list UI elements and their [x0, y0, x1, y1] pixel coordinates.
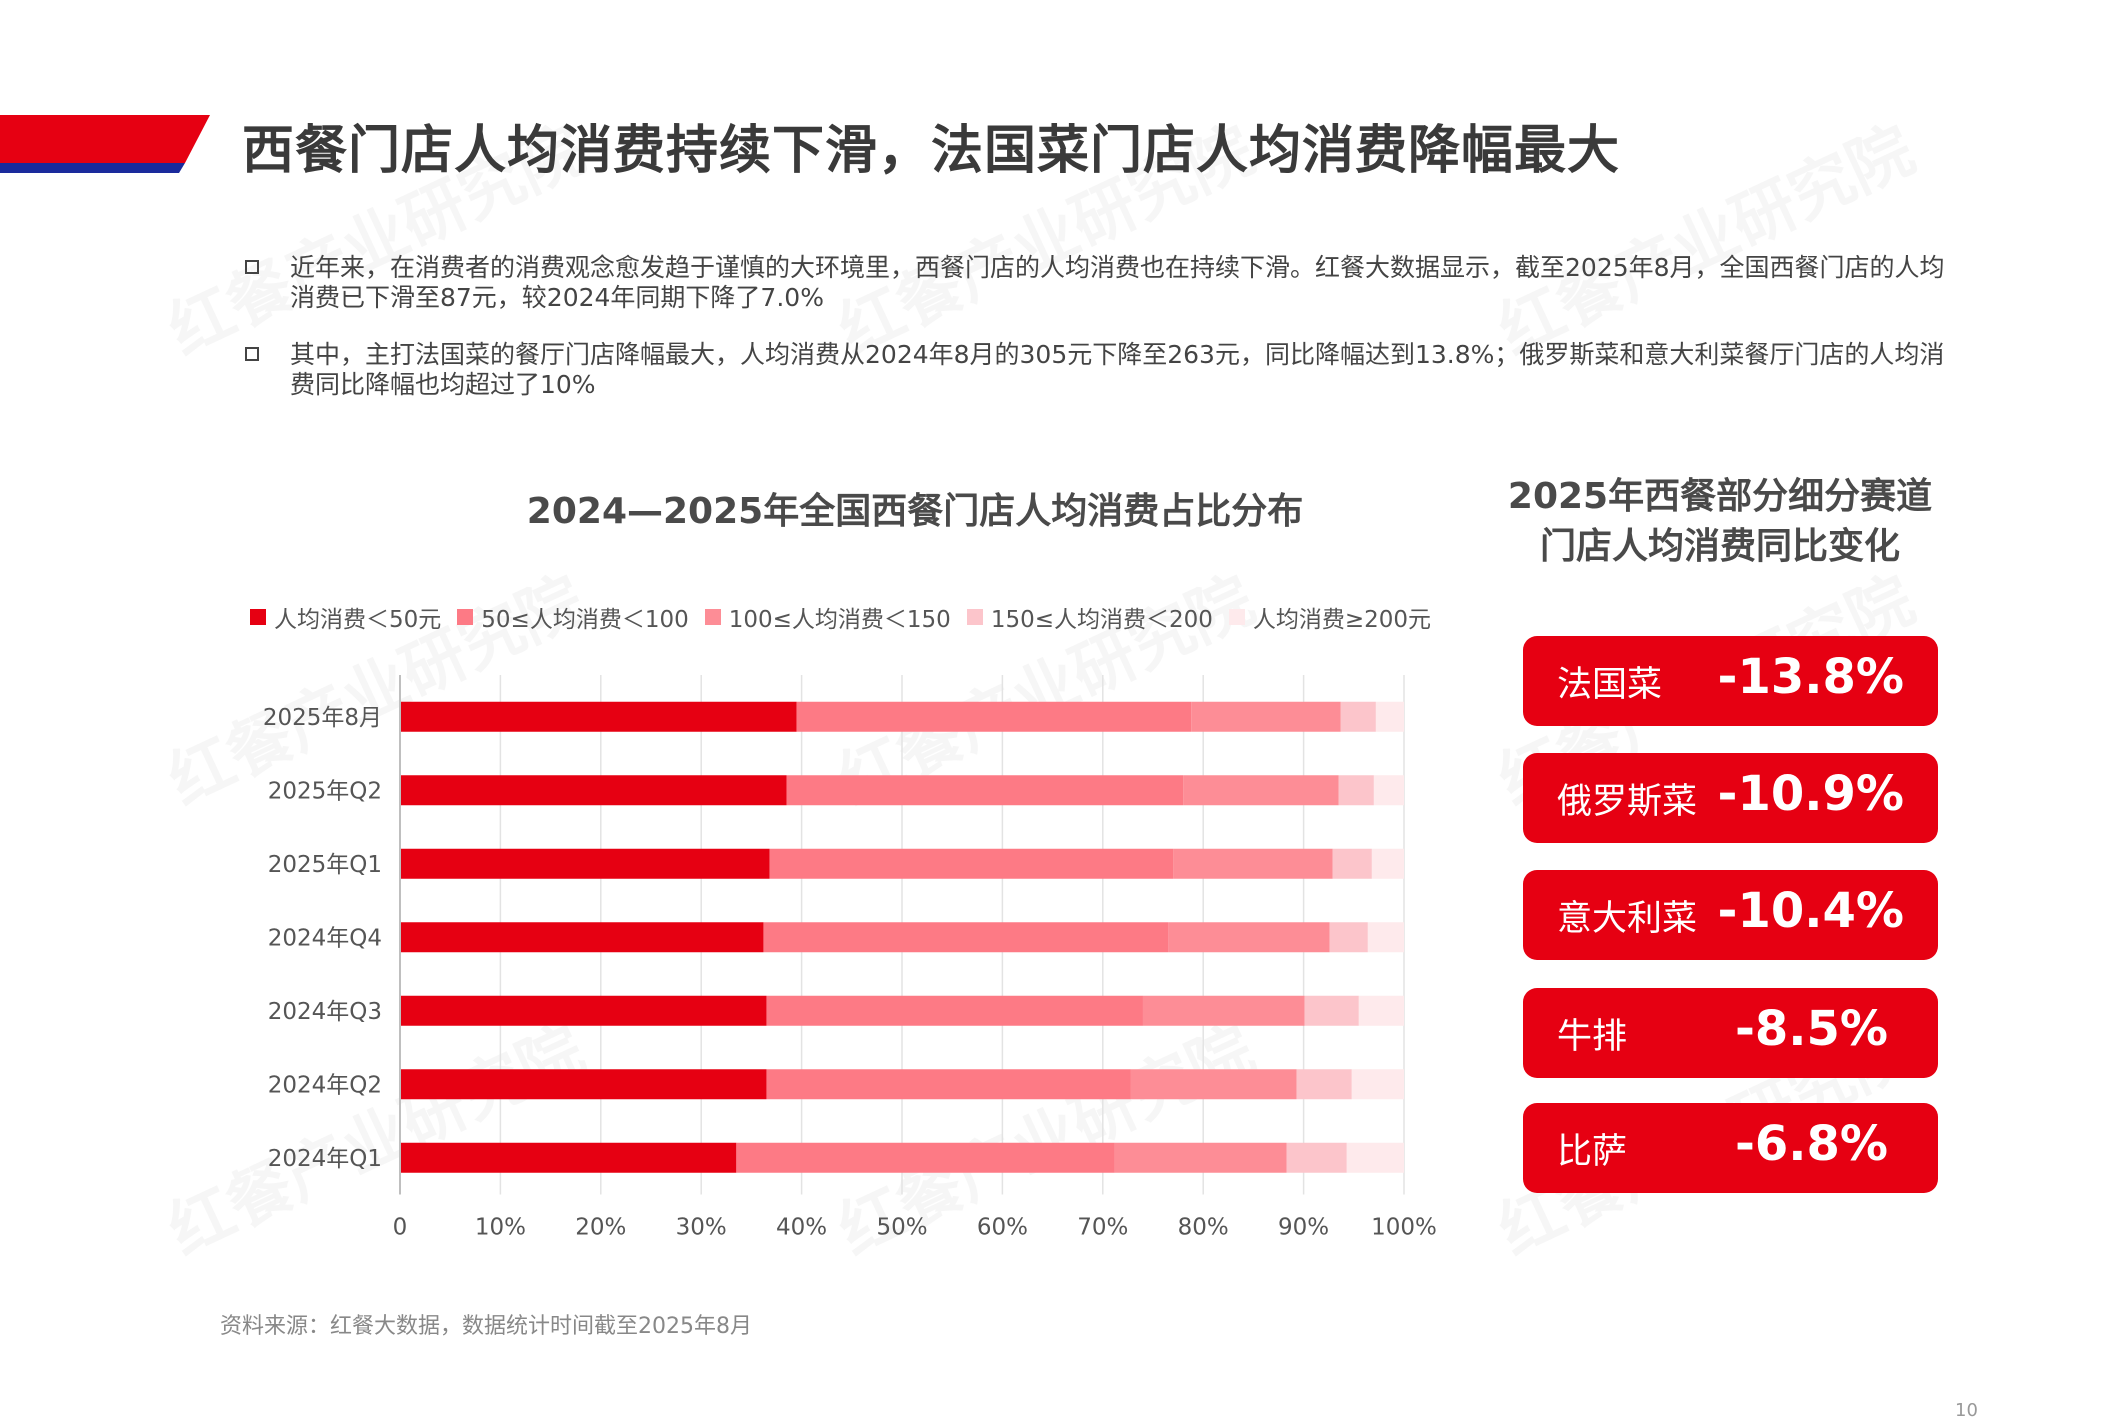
- legend-swatch: [457, 609, 474, 625]
- cuisine-name: 法国菜: [1557, 665, 1663, 705]
- bar-segment: [1371, 848, 1404, 879]
- cuisine-card-italian: 意大利菜 -10.4%: [1523, 870, 1938, 960]
- bullet-item: 其中，主打法国菜的餐厅门店降幅最大，人均消费从2024年8月的305元下降至26…: [245, 340, 1965, 400]
- bar-segment: [1367, 922, 1404, 953]
- bullet-item: 近年来，在消费者的消费观念愈发趋于谨慎的大环境里，西餐门店的人均消费也在持续下滑…: [245, 253, 1965, 313]
- bar-segment: [1168, 922, 1330, 953]
- legend-label: 150≤人均消费＜200: [990, 607, 1213, 633]
- bar-segment: [1332, 848, 1372, 879]
- bar-segment: [736, 1142, 1115, 1173]
- source-note: 资料来源：红餐大数据，数据统计时间截至2025年8月: [220, 1314, 752, 1339]
- bar-segment: [1191, 701, 1341, 732]
- bar-segment: [1130, 1069, 1297, 1100]
- cuisine-name: 比萨: [1557, 1132, 1628, 1172]
- x-tick-label: 0: [393, 1215, 408, 1241]
- bar-segment: [1114, 1142, 1287, 1173]
- cuisine-name: 牛排: [1557, 1017, 1628, 1057]
- right-panel-title: 2025年西餐部分细分赛道 门店人均消费同比变化: [1460, 472, 1980, 572]
- y-category-label: 2025年8月: [263, 705, 382, 731]
- bar-segment: [1375, 701, 1404, 732]
- bullet-square-icon: [245, 347, 259, 361]
- bar-segment: [763, 922, 1169, 953]
- bar-segment: [400, 775, 787, 806]
- legend-swatch: [966, 609, 983, 625]
- page-number: 10: [1955, 1400, 1978, 1421]
- x-tick-label: 80%: [1178, 1215, 1229, 1241]
- legend-swatch: [1228, 609, 1245, 625]
- bar-segment: [786, 775, 1184, 806]
- bar-segment: [1304, 995, 1359, 1026]
- legend-swatch: [250, 609, 266, 625]
- page-title: 西餐门店人均消费持续下滑，法国菜门店人均消费降幅最大: [242, 121, 1621, 181]
- cuisine-change-value: -6.8%: [1734, 1116, 1888, 1172]
- header-band: [0, 115, 210, 173]
- cuisine-card-steak: 牛排 -8.5%: [1523, 988, 1938, 1078]
- x-tick-label: 10%: [475, 1215, 526, 1241]
- bar-segment: [1142, 995, 1305, 1026]
- cuisine-card-russian: 俄罗斯菜 -10.9%: [1523, 753, 1938, 843]
- x-tick-label: 100%: [1371, 1215, 1437, 1241]
- bullet-text: 其中，主打法国菜的餐厅门店降幅最大，人均消费从2024年8月的305元下降至26…: [290, 340, 1945, 399]
- legend-item: 150≤人均消费＜200: [966, 600, 1213, 634]
- x-tick-label: 50%: [876, 1215, 927, 1241]
- right-panel-title-line: 2025年西餐部分细分赛道: [1507, 476, 1933, 517]
- bar-segment: [400, 701, 797, 732]
- bar-segment: [1286, 1142, 1347, 1173]
- legend-label: 人均消费＜50元: [274, 607, 442, 633]
- bar-segment: [1351, 1069, 1404, 1100]
- legend-item: 50≤人均消费＜100: [457, 600, 689, 634]
- bar-segment: [1183, 775, 1339, 806]
- right-panel-title-line: 门店人均消费同比变化: [1539, 526, 1900, 567]
- bar-segment: [1296, 1069, 1352, 1100]
- legend-swatch: [704, 609, 721, 625]
- bar-segment: [1338, 775, 1374, 806]
- bar-segment: [769, 848, 1174, 879]
- bar-segment: [766, 1069, 1131, 1100]
- x-tick-label: 30%: [676, 1215, 727, 1241]
- cuisine-change-value: -8.5%: [1734, 1001, 1888, 1057]
- bar-segment: [400, 1142, 737, 1173]
- y-category-label: 2025年Q2: [268, 778, 382, 804]
- legend-item: 100≤人均消费＜150: [704, 600, 951, 634]
- cuisine-card-pizza: 比萨 -6.8%: [1523, 1103, 1938, 1193]
- bar-segment: [400, 848, 770, 879]
- legend-label: 人均消费≥200元: [1252, 607, 1432, 633]
- stacked-bar-chart: 0 10% 20% 30% 40% 50% 60% 70% 80% 90% 100% 2025年8月 2…: [263, 675, 1437, 1241]
- bar-segment: [796, 701, 1192, 732]
- bar-segment: [400, 1069, 767, 1100]
- y-category-label: 2024年Q4: [268, 925, 382, 951]
- legend-label: 50≤人均消费＜100: [481, 607, 689, 633]
- chart-legend: 人均消费＜50元 50≤人均消费＜100 100≤人均消费＜150 150≤人均…: [250, 600, 1447, 634]
- chart-title: 2024—2025年全国西餐门店人均消费占比分布: [526, 491, 1304, 532]
- bar-segment: [766, 995, 1143, 1026]
- bar-segment: [1373, 775, 1404, 806]
- bullet-square-icon: [245, 260, 259, 274]
- cuisine-name: 俄罗斯菜: [1557, 782, 1698, 822]
- x-tick-label: 40%: [776, 1215, 827, 1241]
- cuisine-change-value: -10.4%: [1717, 883, 1904, 939]
- legend-item: 人均消费＜50元: [250, 600, 441, 634]
- bar-segment: [1340, 701, 1376, 732]
- bullet-text: 近年来，在消费者的消费观念愈发趋于谨慎的大环境里，西餐门店的人均消费也在持续下滑…: [290, 253, 1945, 312]
- bar-segment: [1329, 922, 1368, 953]
- x-tick-label: 90%: [1278, 1215, 1329, 1241]
- cuisine-name: 意大利菜: [1557, 899, 1698, 939]
- bar-segment: [1346, 1142, 1404, 1173]
- x-tick-label: 20%: [575, 1215, 626, 1241]
- bar-segment: [1173, 848, 1333, 879]
- legend-item: 人均消费≥200元: [1228, 600, 1432, 634]
- bar-segment: [400, 922, 764, 953]
- y-category-label: 2024年Q2: [268, 1072, 382, 1098]
- bar-segment: [1358, 995, 1404, 1026]
- bar-segment: [400, 995, 767, 1026]
- x-tick-label: 60%: [977, 1215, 1028, 1241]
- cuisine-card-french: 法国菜 -13.8%: [1523, 636, 1938, 726]
- cuisine-change-value: -10.9%: [1717, 766, 1904, 822]
- y-category-label: 2024年Q1: [268, 1146, 382, 1172]
- x-tick-label: 70%: [1077, 1215, 1128, 1241]
- legend-label: 100≤人均消费＜150: [728, 607, 951, 633]
- y-category-label: 2025年Q1: [268, 852, 382, 878]
- y-category-label: 2024年Q3: [268, 999, 382, 1025]
- cuisine-change-value: -13.8%: [1717, 649, 1904, 705]
